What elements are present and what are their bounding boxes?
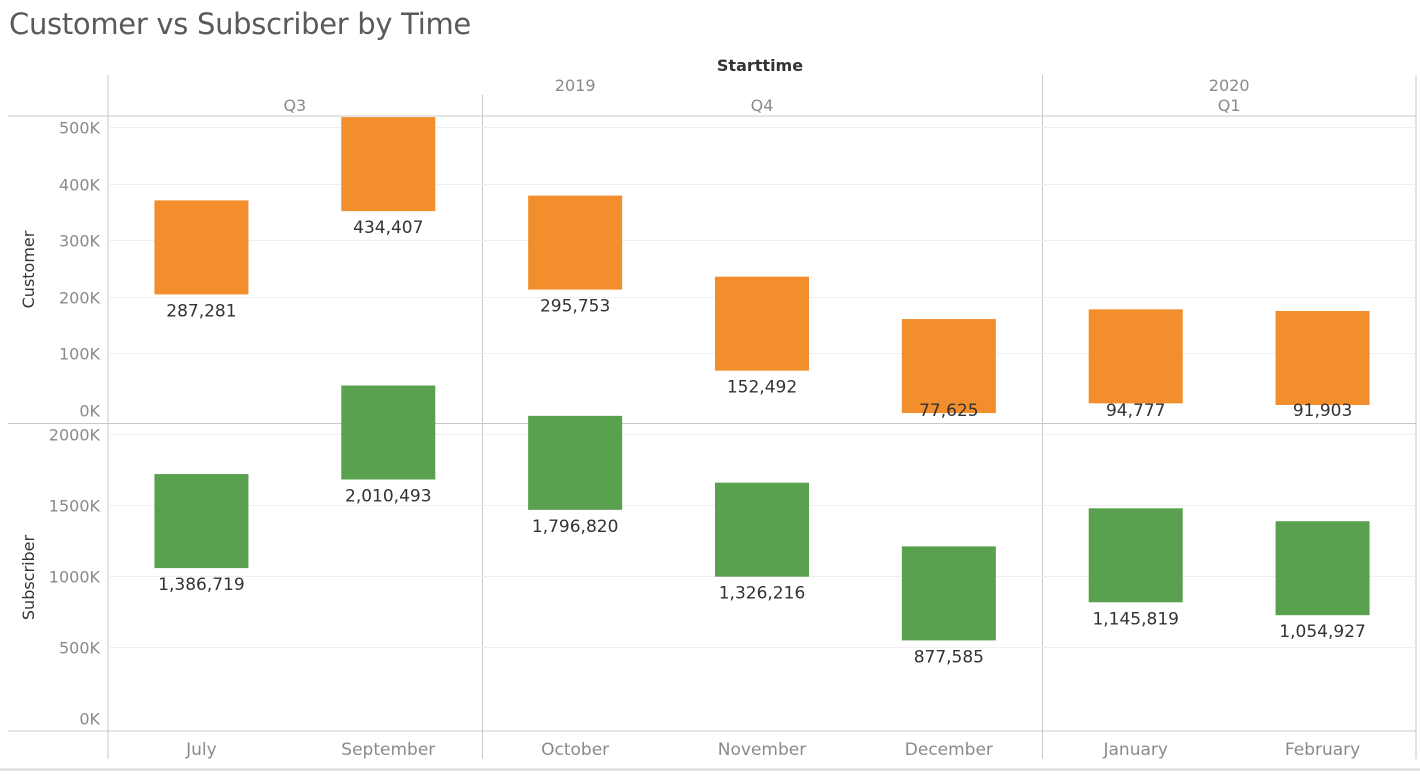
y-tick-label: 300K [59,232,101,251]
data-label: 91,903 [1293,401,1352,421]
x-category-label: February [1285,740,1360,760]
bar-customer [901,319,996,414]
x-category-label: November [718,740,806,760]
chart-title: Customer vs Subscriber by Time [9,7,471,41]
x-category-label: July [185,740,217,760]
bar-subscriber [528,415,623,510]
y-tick-label: 500K [59,639,101,658]
year-header: 2019 [555,76,596,95]
y-tick-label: 500K [59,119,101,138]
y-tick-label: 2000K [49,426,101,445]
bar-subscriber [341,385,436,480]
data-label: 295,753 [540,297,610,317]
y-tick-label: 400K [59,176,101,195]
data-label: 94,777 [1106,401,1165,421]
bar-subscriber [1088,508,1183,603]
quarter-header: Q4 [751,96,774,115]
data-label: 1,796,820 [532,517,619,537]
year-header: 2020 [1209,76,1250,95]
bar-subscriber [154,474,249,569]
x-category-label: September [341,740,435,760]
data-label: 152,492 [727,378,797,398]
data-label: 877,585 [914,647,984,667]
bar-customer [341,117,436,212]
bar-customer [1088,309,1183,404]
data-label: 1,386,719 [158,575,245,595]
x-category-label: January [1102,740,1167,760]
data-label: 434,407 [353,218,423,238]
y-tick-label: 1500K [49,497,101,516]
bar-subscriber [1275,521,1370,616]
data-label: 1,054,927 [1279,622,1366,642]
bar-subscriber [715,482,809,577]
data-label: 77,625 [919,401,978,421]
data-label: 2,010,493 [345,487,432,507]
row-label-customer: Customer [19,230,38,308]
y-tick-label: 100K [59,345,101,364]
bar-customer [528,195,623,290]
y-tick-label: 200K [59,289,101,308]
x-category-label: October [541,740,609,760]
y-tick-label: 1000K [49,568,101,587]
x-category-label: December [905,740,993,760]
data-label: 1,145,819 [1092,609,1179,629]
bar-customer [715,276,809,371]
bar-subscriber [901,546,996,641]
column-header-starttime: Starttime [717,56,803,75]
data-label: 287,281 [166,301,236,321]
row-label-subscriber: Subscriber [19,534,38,620]
quarter-header: Q1 [1218,96,1241,115]
y-tick-label: 0K [79,402,100,421]
data-label: 1,326,216 [719,584,806,604]
y-tick-label: 0K [79,710,100,729]
bar-customer [154,200,249,295]
quarter-header: Q3 [283,96,306,115]
bar-customer [1275,310,1370,405]
